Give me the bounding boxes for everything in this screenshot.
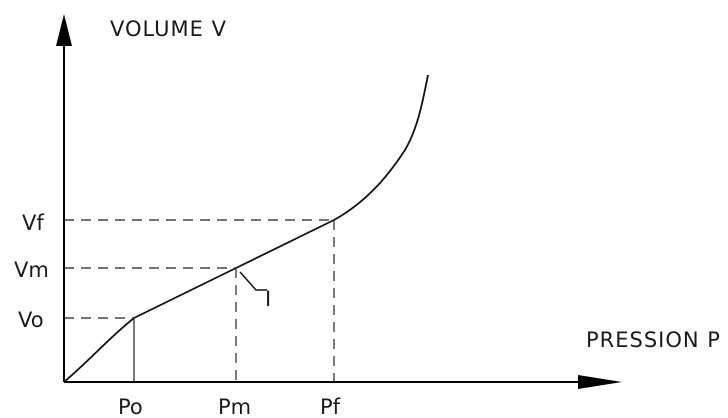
x-axis-title: PRESSION P xyxy=(586,328,721,352)
reference-guides xyxy=(64,219,335,382)
annotation-leader xyxy=(239,271,267,291)
x-tick-label-pm: Pm xyxy=(218,395,251,418)
annotation-label-i: I xyxy=(265,287,271,311)
y-axis-arrow-icon xyxy=(56,14,72,46)
y-tick-label-vo: Vo xyxy=(18,308,44,332)
x-axis-arrow-icon xyxy=(578,375,622,389)
y-tick-label-vf: Vf xyxy=(22,211,44,235)
series-line xyxy=(63,74,429,383)
y-axis-title: VOLUME V xyxy=(110,17,227,41)
x-tick-label-po: Po xyxy=(118,395,143,418)
x-tick-label-pf: Pf xyxy=(320,395,341,418)
y-tick-label-vm: Vm xyxy=(14,258,49,282)
